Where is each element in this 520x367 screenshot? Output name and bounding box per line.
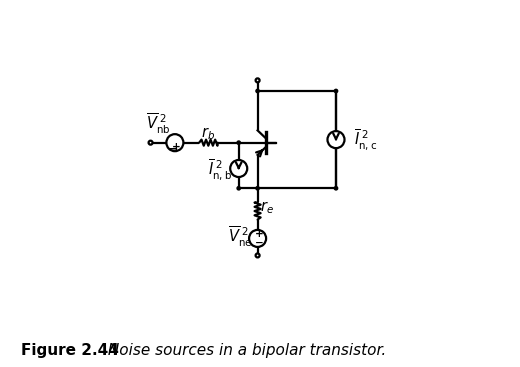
Circle shape [237,186,240,190]
Text: −: − [255,238,264,248]
Circle shape [256,89,259,92]
Text: $\overline{I}_{\rm n,c}^{\ 2}$: $\overline{I}_{\rm n,c}^{\ 2}$ [354,127,377,152]
Circle shape [334,186,337,190]
Text: $\overline{V}_{\rm nb}^{\ 2}$: $\overline{V}_{\rm nb}^{\ 2}$ [146,112,171,136]
Text: −: − [167,143,178,156]
Circle shape [256,186,259,190]
Circle shape [230,160,247,177]
Text: Figure 2.44: Figure 2.44 [21,343,119,358]
Text: +: + [172,142,181,152]
Text: $r_b$: $r_b$ [201,125,215,142]
Circle shape [334,89,337,92]
Circle shape [256,254,259,257]
Circle shape [256,79,259,82]
Circle shape [328,131,345,148]
Circle shape [149,141,152,145]
Text: +: + [255,229,264,239]
Text: $\overline{I}_{\rm n,b}^{\ 2}$: $\overline{I}_{\rm n,b}^{\ 2}$ [208,158,232,182]
Text: Noise sources in a bipolar transistor.: Noise sources in a bipolar transistor. [103,343,386,358]
Text: $\overline{V}_{\rm ne}^{\ 2}$: $\overline{V}_{\rm ne}^{\ 2}$ [228,225,252,249]
Circle shape [249,230,266,247]
Circle shape [166,134,184,151]
Text: $r_e$: $r_e$ [261,200,274,217]
Circle shape [237,141,240,144]
